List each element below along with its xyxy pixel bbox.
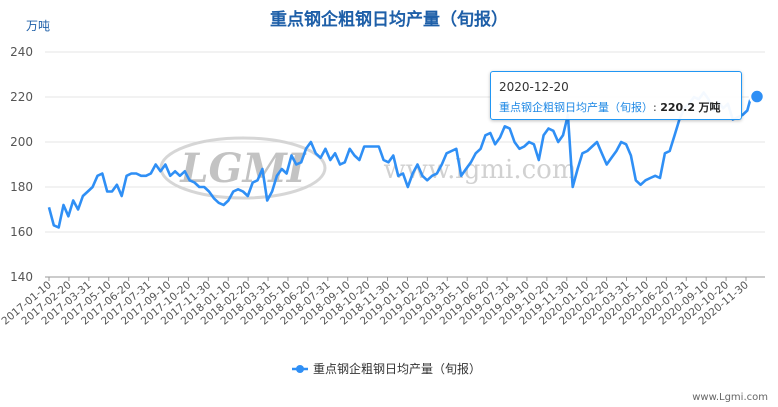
hovered-data-point[interactable] bbox=[748, 88, 766, 105]
y-tick-label: 140 bbox=[10, 270, 33, 284]
watermark-logo: LGMI bbox=[179, 145, 307, 192]
tooltip-date: 2020-12-20 bbox=[499, 80, 569, 94]
tooltip-series-name: 重点钢企粗钢日均产量（旬报） bbox=[499, 101, 653, 114]
legend-label: 重点钢企粗钢日均产量（旬报） bbox=[313, 361, 481, 376]
tooltip-line: 重点钢企粗钢日均产量（旬报）: 220.2 万吨 bbox=[499, 99, 721, 115]
watermark-ellipse bbox=[159, 136, 327, 200]
credit-text[interactable]: www.Lgmi.com bbox=[692, 392, 768, 403]
tooltip-unit: 万吨 bbox=[698, 101, 721, 114]
y-tick-label: 180 bbox=[10, 180, 33, 194]
series-line[interactable] bbox=[47, 91, 758, 229]
y-tick-label: 160 bbox=[10, 225, 33, 239]
y-axis: 140 160 180 200 220 240 bbox=[10, 45, 33, 284]
legend[interactable]: 重点钢企粗钢日均产量（旬报） bbox=[292, 361, 481, 376]
legend-dot-marker bbox=[296, 365, 304, 373]
y-tick-label: 200 bbox=[10, 135, 33, 149]
chart-title: 重点钢企粗钢日均产量（旬报） bbox=[270, 9, 508, 30]
y-tick-label: 220 bbox=[10, 90, 33, 104]
tooltip: 2020-12-20 重点钢企粗钢日均产量（旬报）: 220.2 万吨 bbox=[490, 71, 742, 120]
tooltip-value: 220.2 bbox=[660, 101, 695, 114]
y-tick-label: 240 bbox=[10, 45, 33, 59]
x-axis: 2017-01-102017-02-202017-03-312017-05-10… bbox=[0, 277, 751, 328]
watermark-url: www.lgmi.com bbox=[383, 155, 576, 185]
tooltip-separator: : bbox=[653, 101, 661, 114]
y-axis-unit: 万吨 bbox=[26, 19, 50, 33]
